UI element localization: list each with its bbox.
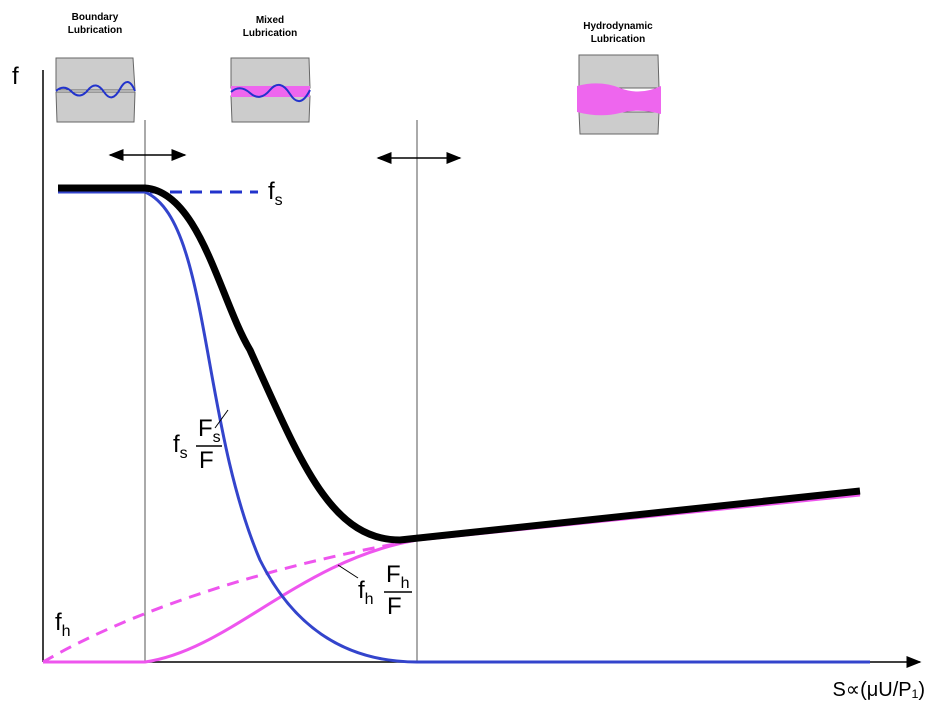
stribeck-diagram: Boundary Lubrication Mixed Lubrication H…	[0, 0, 933, 710]
label-part: s	[275, 192, 283, 209]
fh-label: fh	[55, 609, 71, 640]
svg-text:fs: fs	[173, 431, 188, 462]
label-part: F	[386, 561, 401, 588]
regime-label: Lubrication	[243, 28, 297, 39]
label-part: h	[62, 623, 71, 640]
fs-label: fs	[268, 178, 283, 209]
y-axis-label: f	[12, 63, 19, 90]
fs-fraction-curve	[58, 192, 870, 662]
regime-label: Lubrication	[68, 25, 122, 36]
boundary-block	[56, 58, 135, 122]
total-friction-curve	[58, 188, 860, 540]
hydrodynamic-block	[577, 55, 661, 134]
fh-fraction-label: fh Fh F	[338, 561, 412, 620]
regime-label: Hydrodynamic	[583, 21, 653, 32]
x-axis-label: S∝(μU/P₁)	[832, 679, 925, 701]
label-part: s	[213, 429, 221, 446]
svg-text:fh: fh	[358, 577, 374, 608]
regime-label: Boundary	[72, 12, 119, 23]
mixed-block	[231, 58, 310, 122]
label-part: h	[365, 591, 374, 608]
label-part: F	[199, 447, 214, 474]
label-part: F	[387, 593, 402, 620]
label-part: s	[180, 445, 188, 462]
svg-text:Fs: Fs	[198, 415, 221, 446]
svg-text:Fh: Fh	[386, 561, 410, 592]
label-part: h	[401, 575, 410, 592]
label-part: F	[198, 415, 213, 442]
regime-label: Mixed	[256, 15, 284, 26]
regime-label: Lubrication	[591, 34, 645, 45]
fh-fraction-curve	[43, 495, 860, 662]
